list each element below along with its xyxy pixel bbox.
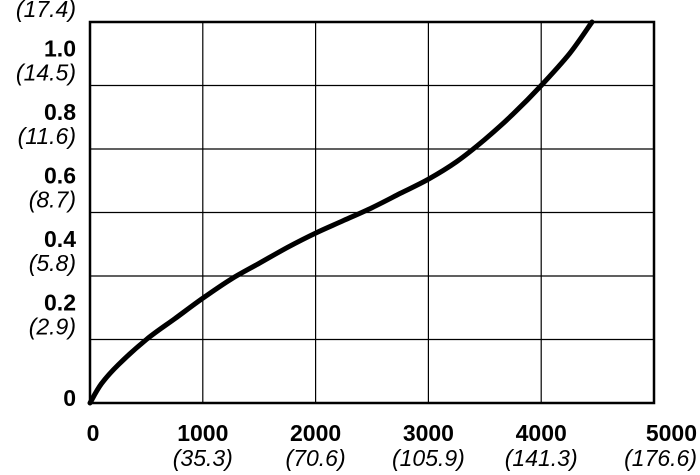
series-line-0 bbox=[87, 19, 595, 406]
y-tick-label-5: 1.0 bbox=[44, 36, 76, 62]
x-tick-alt-label-3: (105.9) bbox=[392, 445, 465, 471]
y-tick-alt-label-6: (17.4) bbox=[16, 0, 76, 22]
plot-frame bbox=[88, 20, 656, 405]
y-tick-alt-label-4: (11.6) bbox=[18, 123, 76, 149]
x-tick-labels: 0 1000(35.3) 2000(70.6) 3000(105.9) 4000(141… bbox=[87, 420, 697, 471]
y-tick-label-2: 0.4 bbox=[44, 226, 76, 252]
x-tick-alt-label-1: (35.3) bbox=[173, 445, 233, 471]
series-layer bbox=[87, 19, 595, 406]
y-tick-alt-label-3: (8.7) bbox=[29, 187, 76, 213]
x-tick-label-0: 0 bbox=[87, 420, 100, 446]
x-tick-label-5: 5000 bbox=[646, 420, 697, 446]
x-tick-alt-label-2: (70.6) bbox=[286, 445, 346, 471]
y-tick-alt-label-2: (5.8) bbox=[29, 250, 76, 276]
grid bbox=[90, 22, 654, 403]
x-tick-alt-label-5: (176.6) bbox=[624, 445, 697, 471]
x-tick-label-4: 4000 bbox=[516, 420, 567, 446]
x-tick-alt-label-4: (141.3) bbox=[505, 445, 578, 471]
y-tick-labels: 0 0.2(2.9) 0.4(5.8) 0.6(8.7) 0.8(11.6) 1.0(14… bbox=[16, 0, 76, 411]
x-tick-label-1: 1000 bbox=[177, 420, 228, 446]
y-tick-label-1: 0.2 bbox=[44, 290, 76, 316]
y-tick-alt-label-5: (14.5) bbox=[16, 60, 76, 86]
y-tick-label-4: 0.8 bbox=[44, 99, 76, 125]
y-tick-label-0: 0 bbox=[63, 385, 76, 411]
y-tick-alt-label-1: (2.9) bbox=[29, 314, 76, 340]
y-tick-label-3: 0.6 bbox=[44, 163, 76, 189]
x-tick-label-2: 2000 bbox=[290, 420, 341, 446]
x-tick-label-3: 3000 bbox=[403, 420, 454, 446]
plot-border bbox=[88, 20, 656, 405]
